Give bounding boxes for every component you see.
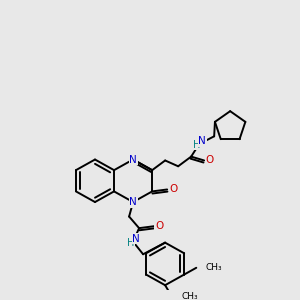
- Text: O: O: [155, 221, 163, 231]
- Text: H: H: [128, 238, 135, 248]
- Text: H: H: [194, 140, 201, 150]
- Text: CH₃: CH₃: [205, 263, 222, 272]
- Text: N: N: [129, 154, 137, 164]
- Text: O: O: [169, 184, 177, 194]
- Text: N: N: [132, 234, 140, 244]
- Text: CH₃: CH₃: [181, 292, 198, 300]
- Text: N: N: [129, 197, 137, 207]
- Text: N: N: [198, 136, 206, 146]
- Text: O: O: [205, 155, 213, 166]
